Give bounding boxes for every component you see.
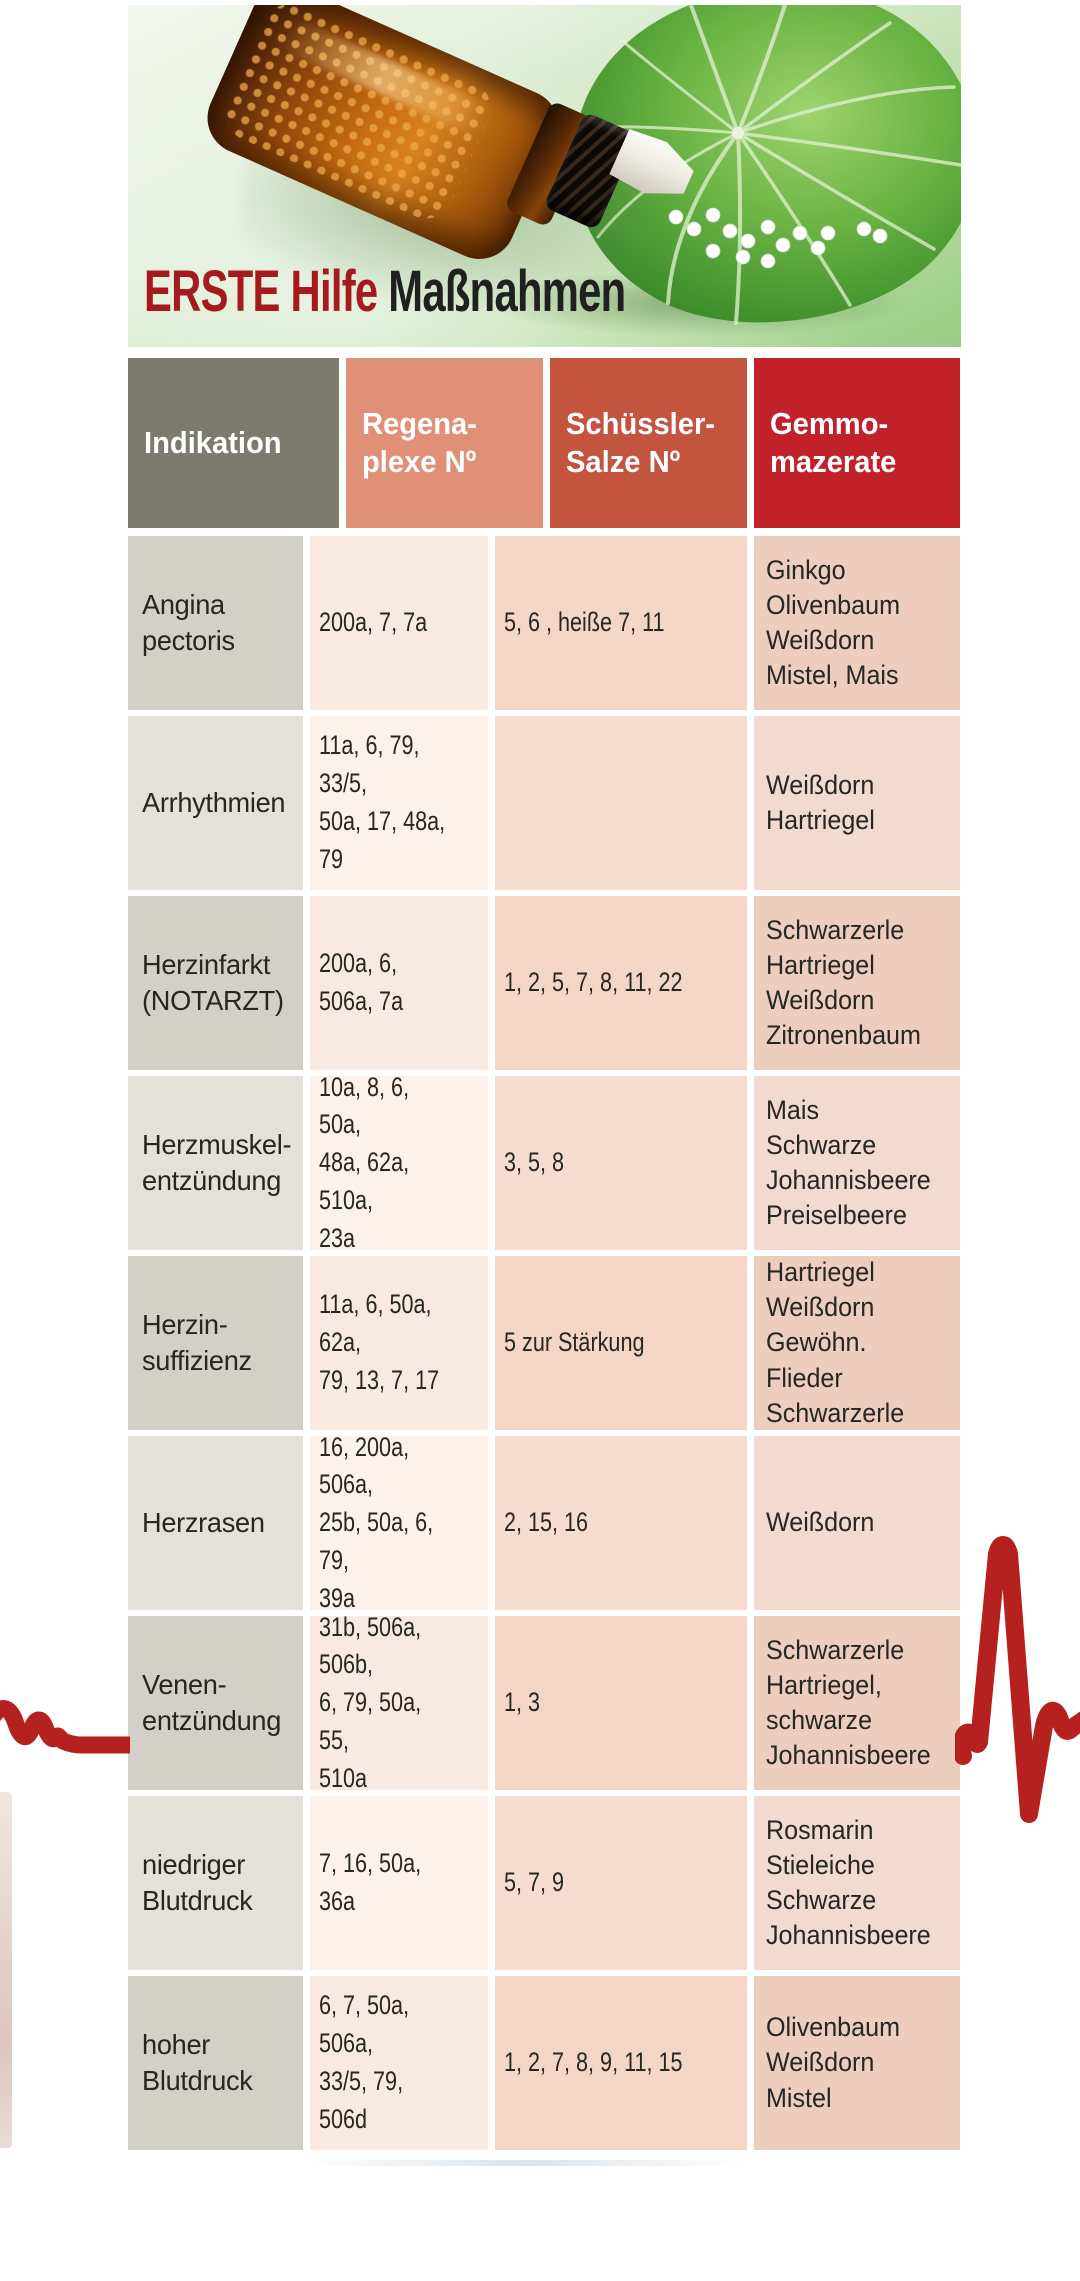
cell-gemmo: Olivenbaum Weißdorn Mistel [754,1976,960,2150]
column-header-label: Indikation [144,424,282,460]
cell-regenaplexe: 31b, 506a, 506b, 6, 79, 50a, 55, 510a [310,1612,488,1793]
cell-schuessler: 2, 15, 16 [495,1436,747,1610]
ecg-left-icon [0,1700,130,1754]
cell-indication: Arrhythmien [128,716,303,890]
cell-regenaplexe: 6, 7, 50a, 506a, 33/5, 79, 506d [310,1976,488,2150]
column-header-indikation: Indikation [128,358,339,528]
column-header-label: Gemmo- mazerate [770,405,897,479]
table-row: Venen- entzündung 31b, 506a, 506b, 6, 79… [0,1612,1080,1793]
cell-indication: Herzin- suffizienz [128,1256,303,1430]
column-header-gemmo: Gemmo- mazerate [754,358,960,528]
cell-indication: Angina pectoris [128,536,303,710]
cell-gemmo: Rosmarin Stieleiche Schwarze Johannisbee… [754,1796,960,1970]
table-row: Herzinfarkt (NOTARZT) 200a, 6, 506a, 7a … [0,896,1080,1070]
photo-sliver [0,1792,12,2148]
cell-indication: Herzmuskel- entzündung [128,1076,303,1250]
table-row: niedriger Blutdruck 7, 16, 50a, 36a 5, 7… [0,1796,1080,1970]
cell-gemmo: Schwarzerle Hartriegel Weißdorn Zitronen… [754,896,960,1070]
table-row: Herzmuskel- entzündung 10a, 8, 6, 50a, 4… [0,1072,1080,1253]
cell-gemmo: Hartriegel Weißdorn Gewöhn. Flieder Schw… [754,1256,960,1430]
cell-gemmo: Mais Schwarze Johannisbeere Preiselbeere [754,1076,960,1250]
cell-regenaplexe: 10a, 8, 6, 50a, 48a, 62a, 510a, 23a [310,1072,488,1253]
ecg-right-icon [955,1536,1080,1823]
cell-gemmo: Weißdorn [754,1436,960,1610]
table-row: hoher Blutdruck 6, 7, 50a, 506a, 33/5, 7… [0,1976,1080,2150]
cell-indication: Herzrasen [128,1436,303,1610]
table-row: Angina pectoris 200a, 7, 7a 5, 6 , heiße… [0,536,1080,710]
column-header-regenaplexe: Regena- plexe Nº [346,358,543,528]
cell-schuessler: 5 zur Stärkung [495,1256,747,1430]
cell-regenaplexe: 11a, 6, 79, 33/5, 50a, 17, 48a, 79 [310,716,488,890]
column-header-schuessler: Schüssler- Salze Nº [550,358,747,528]
leaf-blade [573,5,961,323]
cell-regenaplexe: 200a, 6, 506a, 7a [310,896,488,1070]
cell-indication: hoher Blutdruck [128,1976,303,2150]
cell-gemmo: Ginkgo Olivenbaum Weißdorn Mistel, Mais [754,536,960,710]
cell-schuessler [495,716,747,890]
column-header-label: Schüssler- Salze Nº [566,405,716,479]
cell-indication: niedriger Blutdruck [128,1796,303,1970]
header-photo: ERSTE Hilfe Maßnahmen [128,5,961,347]
cell-schuessler: 1, 2, 7, 8, 9, 11, 15 [495,1976,747,2150]
cell-regenaplexe: 200a, 7, 7a [310,536,488,710]
cell-schuessler: 3, 5, 8 [495,1076,747,1250]
cell-gemmo: Weißdorn Hartriegel [754,716,960,890]
column-header-label: Regena- plexe Nº [362,405,477,479]
cell-schuessler: 5, 6 , heiße 7, 11 [495,536,747,710]
cell-schuessler: 1, 3 [495,1616,747,1790]
cell-indication: Venen- entzündung [128,1616,303,1790]
cell-regenaplexe: 7, 16, 50a, 36a [310,1796,488,1970]
page-title-rest: Maßnahmen [388,259,626,324]
cell-regenaplexe: 16, 200a, 506a, 25b, 50a, 6, 79, 39a [310,1432,488,1613]
cell-regenaplexe: 11a, 6, 50a, 62a, 79, 13, 7, 17 [310,1256,488,1430]
table-shadow [305,2160,745,2166]
cell-gemmo: Schwarzerle Hartriegel, schwarze Johanni… [754,1616,960,1790]
table-row: Herzin- suffizienz 11a, 6, 50a, 62a, 79,… [0,1256,1080,1430]
cell-indication: Herzinfarkt (NOTARZT) [128,896,303,1070]
table-row: Arrhythmien 11a, 6, 79, 33/5, 50a, 17, 4… [0,716,1080,890]
cell-schuessler: 5, 7, 9 [495,1796,747,1970]
page-title-highlight: ERSTE Hilfe [144,259,378,324]
table-row: Herzrasen 16, 200a, 506a, 25b, 50a, 6, 7… [0,1432,1080,1613]
white-globules [668,207,888,269]
cell-schuessler: 1, 2, 5, 7, 8, 11, 22 [495,896,747,1070]
page-title: ERSTE Hilfe Maßnahmen [144,263,626,321]
